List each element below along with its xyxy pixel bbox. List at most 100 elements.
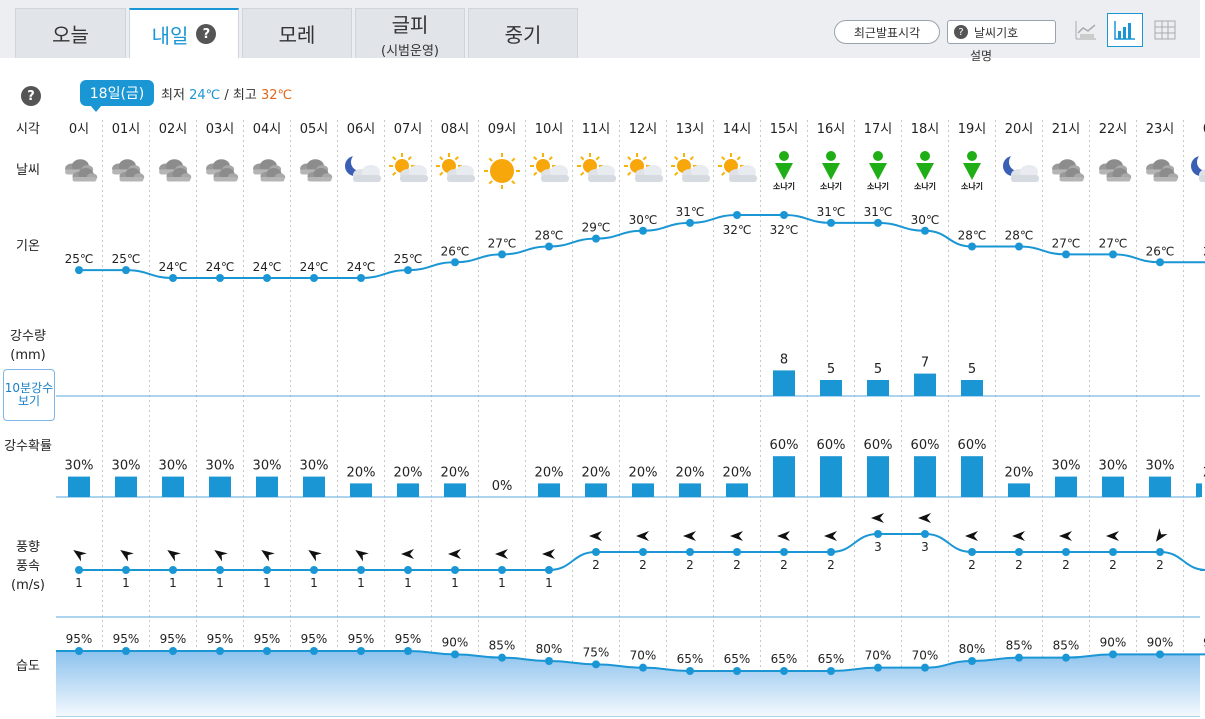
tab-glpi[interactable]: 글피 (시범운영) <box>355 8 465 59</box>
tab-tomorrow[interactable]: 내일? <box>129 8 239 58</box>
temperature-label: 31℃ <box>864 205 893 219</box>
rain-probability-bar <box>68 476 90 497</box>
min-max-temperature: 최저 24℃ / 최고 32℃ <box>161 84 292 103</box>
sun-ray <box>736 156 741 161</box>
temperature-label: 28℃ <box>535 229 564 243</box>
wind-speed-point <box>263 566 271 574</box>
shower-label: 소나기 <box>773 181 795 191</box>
rain-probability-label: 20% <box>347 465 376 480</box>
temperature-label: 27℃ <box>488 236 517 250</box>
wind-direction-arrow <box>448 549 461 559</box>
wind-arrow-head <box>589 531 602 541</box>
temperature-label: 24℃ <box>253 260 282 274</box>
shower-icon: 소나기 <box>820 151 842 191</box>
shower-drop <box>779 151 789 161</box>
sun-ray <box>454 156 459 161</box>
rain-probability-bar <box>256 476 278 497</box>
temperature-point <box>75 266 83 275</box>
tab-midterm[interactable]: 중기 <box>468 8 578 58</box>
wind-speed-point <box>75 566 83 574</box>
wind-direction-arrow <box>871 513 884 523</box>
temperature-label: 32℃ <box>723 223 752 237</box>
humidity-label: 80% <box>536 642 563 656</box>
tab-label: 글피 <box>391 12 429 37</box>
wind-speed-label: 풍속 <box>16 558 40 574</box>
wind-speed-label: 1 <box>310 576 318 590</box>
tab-today[interactable]: 오늘 <box>15 8 126 58</box>
recent-release-button[interactable]: 최근발표시각 <box>834 20 940 44</box>
weather-symbol-button[interactable]: ? 날씨기호 <box>947 20 1056 44</box>
humidity-label: 70% <box>865 649 892 663</box>
sun-ray <box>533 156 538 161</box>
humidity-point <box>1062 653 1070 662</box>
bar-chart-icon <box>1114 21 1135 40</box>
rain-amount-label: 5 <box>874 362 882 377</box>
humidity-area <box>56 651 1205 716</box>
wind-speed-point <box>592 548 600 556</box>
shower-arrow <box>775 163 793 180</box>
humidity-point <box>780 667 788 675</box>
wind-speed-point <box>404 566 412 574</box>
ten-minute-rain-button[interactable]: 10분강수보기 <box>3 369 55 421</box>
wind-speed-label: 1 <box>404 576 412 590</box>
hour-label: 12시 <box>629 122 658 137</box>
cloud-part <box>1106 177 1131 182</box>
temperature-label: 24℃ <box>159 260 188 274</box>
rain-probability-label: 20% <box>1005 465 1034 480</box>
wind-speed-label: 1 <box>122 576 130 590</box>
help-icon[interactable]: ? <box>196 24 217 44</box>
humidity-label: 65% <box>818 652 845 666</box>
sunny-icon <box>484 153 520 189</box>
sun-ray <box>392 156 397 161</box>
hour-label: 19시 <box>958 122 987 137</box>
temperature-label: 26℃ <box>441 244 470 258</box>
cloudy-icon <box>1146 159 1179 182</box>
wind-speed-label: 1 <box>216 576 224 590</box>
rain-probability-label: 20% <box>582 465 611 480</box>
tab-day-after[interactable]: 모레 <box>242 8 352 58</box>
temperature-label: 30℃ <box>629 213 658 227</box>
help-icon[interactable]: ? <box>21 86 41 106</box>
view-line-chart-button[interactable] <box>1068 13 1104 47</box>
legend-description-label: 설명 <box>970 49 993 63</box>
wind-speed-point <box>1015 548 1023 556</box>
sun-ray <box>721 156 726 161</box>
shower-label: 소나기 <box>820 181 842 191</box>
humidity-point <box>1156 650 1164 659</box>
humidity-label: 95% <box>207 632 234 646</box>
sun-ray <box>488 157 493 162</box>
wind-speed-label: 1 <box>357 576 365 590</box>
humidity-label: 85% <box>1053 639 1080 653</box>
humidity-label: 95% <box>348 632 375 646</box>
hour-label: 06시 <box>347 122 376 137</box>
rain-probability-bar <box>726 483 748 497</box>
shower-drop <box>967 151 977 161</box>
wind-direction-arrow <box>1106 531 1119 541</box>
rain-probability-bar <box>961 456 983 497</box>
humidity-label: 75% <box>583 645 610 659</box>
sun-ray <box>674 171 679 176</box>
wind-speed-label: 2 <box>1015 558 1023 572</box>
wind-speed-label: 2 <box>1109 558 1117 572</box>
sun-ray <box>642 156 647 161</box>
shower-drop <box>873 151 883 161</box>
wind-speed-label: 1 <box>263 576 271 590</box>
weather-symbol-label: 날씨기호 <box>974 25 1019 40</box>
view-table-button[interactable] <box>1147 13 1183 47</box>
max-temp-value: 32℃ <box>260 88 293 103</box>
rain-probability-bar <box>538 483 560 497</box>
cloud-part <box>635 175 663 182</box>
humidity-label: 95% <box>301 632 328 646</box>
temperature-label: 25℃ <box>394 252 423 266</box>
wind-speed-point <box>968 548 976 556</box>
cloud-part <box>213 177 238 182</box>
humidity-label: 65% <box>771 652 798 666</box>
view-bar-chart-button[interactable] <box>1107 13 1143 47</box>
humidity-label: 90% <box>1100 635 1127 649</box>
temperature-point <box>498 250 506 259</box>
temperature-point <box>968 242 976 251</box>
temperature-point <box>1156 258 1164 267</box>
shower-label: 소나기 <box>961 181 983 191</box>
wind-arrow-head <box>542 549 555 559</box>
humidity-point <box>1015 653 1023 662</box>
